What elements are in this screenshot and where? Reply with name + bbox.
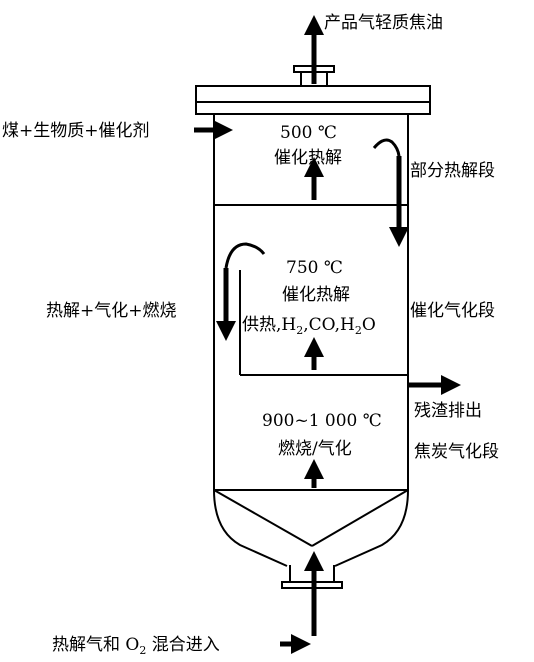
supply-suffix: O bbox=[362, 315, 376, 335]
temp-bottom-label: 900~1 000 ℃ bbox=[262, 411, 382, 431]
partial-pyrolysis-label: 部分热解段 bbox=[410, 161, 495, 181]
process-top-label: 催化热解 bbox=[274, 148, 342, 168]
internal-structures bbox=[213, 204, 409, 547]
flow-arrows bbox=[194, 15, 461, 654]
cone-right bbox=[311, 489, 409, 547]
process-bottom-label: 燃烧/气化 bbox=[278, 439, 352, 459]
char-gasification-label: 焦炭气化段 bbox=[414, 442, 499, 462]
inlet-prefix: 热解气和 O bbox=[52, 635, 139, 655]
inlet-o-sub: 2 bbox=[139, 644, 146, 657]
top-flange bbox=[195, 85, 431, 115]
inlet-label: 热解气和 O2 混合进入 bbox=[52, 635, 220, 657]
left-middle-label: 热解+气化+燃烧 bbox=[46, 301, 177, 321]
catalytic-gasification-label: 催化气化段 bbox=[410, 301, 495, 321]
cone-left bbox=[213, 489, 313, 547]
temp-mid-label: 750 ℃ bbox=[286, 258, 343, 278]
supply-prefix: 供热,H bbox=[242, 315, 296, 335]
supply-water-sub: 2 bbox=[355, 324, 362, 337]
supply-label: 供热,H2,CO,H2O bbox=[242, 315, 376, 337]
reactor-vessel bbox=[213, 114, 409, 567]
supply-h-sub: 2 bbox=[296, 324, 303, 337]
residue-label: 残渣排出 bbox=[414, 401, 482, 421]
inlet-suffix: 混合进入 bbox=[146, 635, 219, 655]
product-gas-label: 产品气轻质焦油 bbox=[324, 13, 443, 33]
supply-mid: ,CO,H bbox=[303, 315, 355, 335]
right-hook bbox=[372, 138, 401, 157]
process-mid-label: 催化热解 bbox=[282, 285, 350, 305]
feed-label: 煤+生物质+催化剂 bbox=[2, 121, 150, 141]
left-hook bbox=[224, 242, 266, 269]
temp-top-label: 500 ℃ bbox=[280, 123, 337, 143]
curved-hooks bbox=[224, 138, 401, 269]
